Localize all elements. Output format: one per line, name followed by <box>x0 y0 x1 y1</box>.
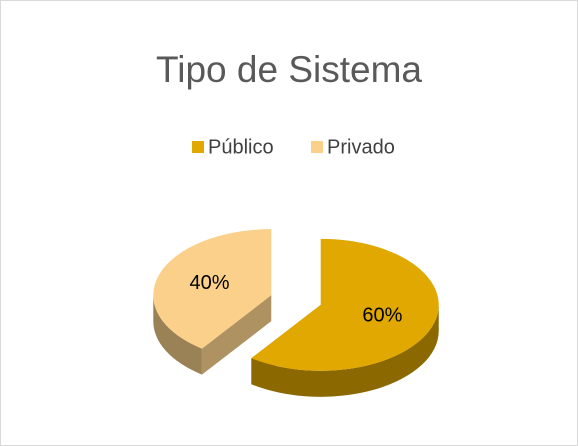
legend-swatch <box>192 141 204 153</box>
legend-label: Público <box>208 136 274 158</box>
slice <box>153 229 272 349</box>
legend-label: Privado <box>327 136 395 158</box>
data-label: 60% <box>362 304 402 326</box>
slice <box>251 238 439 371</box>
slice-wall <box>153 295 202 375</box>
legend-swatch <box>311 141 323 153</box>
slice-wall <box>251 304 439 397</box>
slice-side <box>201 295 272 375</box>
data-label: 40% <box>190 272 230 294</box>
chart-title: Tipo de Sistema <box>156 49 422 90</box>
